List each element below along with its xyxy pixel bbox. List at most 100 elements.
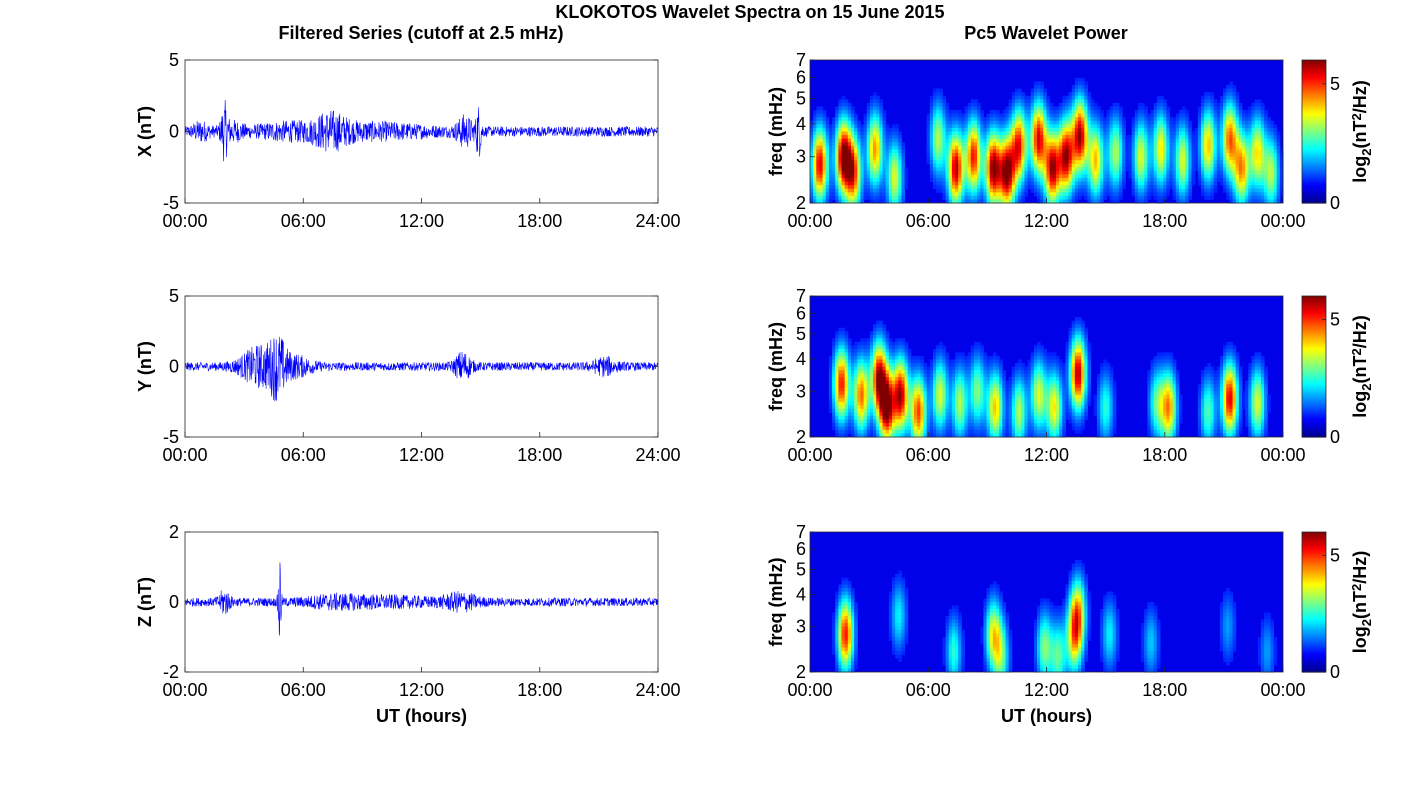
heatmap-cell — [1141, 163, 1145, 168]
heatmap-cell — [1021, 117, 1025, 122]
heatmap-cell — [825, 142, 830, 147]
heatmap-cell — [860, 345, 865, 350]
heatmap-cell — [948, 387, 953, 392]
heatmap-cell — [1260, 152, 1265, 158]
heatmap-cell — [1185, 152, 1189, 158]
heatmap-cell — [1131, 152, 1136, 158]
heatmap-cell — [888, 377, 893, 382]
heatmap-cell — [1235, 92, 1240, 97]
heatmap-cell — [901, 362, 906, 368]
heatmap-cell — [1103, 185, 1107, 190]
heatmap-cell — [1270, 188, 1275, 193]
heatmap-cell — [1134, 177, 1139, 183]
heatmap-cell — [1068, 149, 1073, 154]
heatmap-cell — [1100, 138, 1104, 143]
heatmap-cell — [958, 192, 962, 197]
heatmap-cell — [1156, 120, 1161, 125]
heatmap-cell — [882, 345, 887, 350]
heatmap-cell — [1223, 124, 1227, 129]
heatmap-cell — [1175, 160, 1180, 165]
heatmap-cell — [1040, 188, 1044, 193]
heatmap-cell — [1245, 152, 1249, 158]
heatmap-cell — [1062, 177, 1066, 183]
heatmap-cell — [1074, 145, 1079, 150]
heatmap-cell — [1226, 170, 1230, 175]
heatmap-cell — [819, 145, 824, 150]
heatmap-cell — [898, 188, 902, 193]
heatmap-cell — [1043, 106, 1047, 111]
heatmap-cell — [895, 394, 899, 399]
heatmap-cell — [1141, 177, 1145, 183]
heatmap-cell — [876, 391, 880, 396]
colorbar-swatch — [1302, 171, 1326, 175]
heatmap-cell — [879, 127, 884, 132]
heatmap-cell — [1021, 99, 1025, 104]
heatmap-cell — [1008, 102, 1013, 107]
heatmap-cell — [996, 117, 1000, 122]
heatmap-cell — [1150, 177, 1155, 183]
heatmap-cell — [863, 380, 868, 385]
heatmap-cell — [838, 110, 843, 115]
heatmap-cell — [1033, 85, 1038, 90]
heatmap-cell — [1059, 195, 1063, 200]
heatmap-cell — [850, 426, 855, 431]
heatmap-cell — [1049, 127, 1054, 132]
heatmap-cell — [1279, 192, 1284, 197]
heatmap-cell — [1226, 167, 1230, 172]
heatmap-cell — [914, 391, 918, 396]
heatmap-cell — [857, 412, 861, 417]
heatmap-cell — [898, 145, 902, 150]
heatmap-cell — [895, 391, 899, 396]
heatmap-cell — [904, 415, 909, 420]
heatmap-cell — [813, 192, 817, 197]
heatmap-cell — [860, 124, 865, 129]
heatmap-cell — [1273, 152, 1278, 158]
heatmap-cell — [973, 174, 978, 179]
heatmap-cell — [1134, 163, 1139, 168]
heatmap-cell — [1112, 188, 1117, 193]
heatmap-cell — [822, 152, 827, 158]
heatmap-cell — [1223, 185, 1227, 190]
heatmap-cell — [1264, 127, 1268, 132]
heatmap-cell — [1055, 163, 1060, 168]
heatmap-cell — [873, 338, 877, 343]
heatmap-cell — [860, 405, 865, 410]
heatmap-cell — [1027, 156, 1032, 161]
heatmap-cell — [923, 426, 928, 431]
heatmap-cell — [854, 412, 858, 417]
colorbar-swatch — [1302, 135, 1326, 139]
heatmap-cell — [1068, 113, 1073, 118]
heatmap-cell — [828, 124, 833, 129]
heatmap-cell — [1232, 102, 1237, 107]
heatmap-cell — [1191, 167, 1196, 172]
heatmap-cell — [970, 99, 975, 104]
heatmap-cell — [973, 113, 978, 118]
heatmap-cell — [1055, 142, 1060, 147]
heatmap-cell — [951, 163, 956, 168]
heatmap-cell — [866, 433, 871, 438]
heatmap-cell — [1245, 120, 1249, 125]
heatmap-cell — [939, 110, 943, 115]
heatmap-cell — [1150, 142, 1155, 147]
heatmap-cell — [1033, 106, 1038, 111]
heatmap-cell — [967, 120, 972, 125]
heatmap-cell — [841, 373, 846, 378]
heatmap-cell — [1093, 170, 1098, 175]
heatmap-cell — [857, 195, 861, 200]
heatmap-cell — [838, 345, 843, 350]
heatmap-cell — [1248, 127, 1252, 132]
heatmap-cell — [841, 412, 846, 417]
heatmap-cell — [948, 160, 953, 165]
heatmap-cell — [907, 391, 912, 396]
heatmap-cell — [1150, 152, 1155, 158]
heatmap-cell — [1090, 127, 1095, 132]
heatmap-cell — [1078, 160, 1082, 165]
heatmap-cell — [1049, 156, 1054, 161]
heatmap-cell — [879, 380, 884, 385]
heatmap-cell — [1109, 188, 1114, 193]
heatmap-cell — [844, 401, 849, 406]
heatmap-cell — [876, 192, 880, 197]
heatmap-cell — [986, 195, 991, 200]
heatmap-cell — [882, 152, 887, 158]
heatmap-cell — [1232, 192, 1237, 197]
